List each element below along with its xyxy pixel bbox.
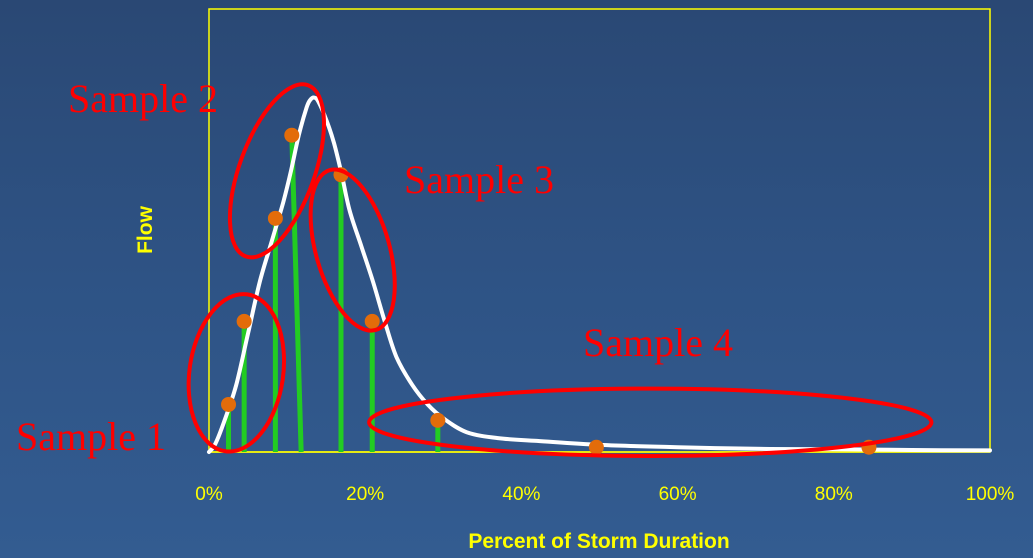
sample-group-label-1: Sample 1	[16, 414, 166, 459]
y-axis-title: Flow	[134, 205, 157, 253]
x-axis-title: Percent of Storm Duration	[468, 530, 729, 553]
x-tick-label: 0%	[195, 484, 223, 505]
x-tick-label: 40%	[502, 484, 540, 505]
sample-group-ellipse-1	[186, 292, 287, 454]
sample-point-8	[588, 439, 604, 455]
sample-point-7	[430, 412, 446, 428]
sample-group-ellipse-4	[367, 386, 934, 458]
plot-frame	[208, 8, 991, 453]
sample-point-6	[364, 313, 380, 329]
x-tick-label: 20%	[346, 484, 384, 505]
flow-curve-layer	[207, 95, 992, 454]
x-tick-label: 80%	[815, 484, 853, 505]
sample-group-label-3: Sample 3	[404, 157, 554, 202]
sample-point-4	[284, 127, 300, 143]
x-tick-label: 100%	[966, 484, 1015, 505]
sample-group-label-2: Sample 2	[68, 76, 218, 121]
sample-groups: Sample 1 Sample 2 Sample 3 Sample 4	[16, 76, 934, 459]
sample-point-2	[236, 313, 252, 329]
sample-group-label-4: Sample 4	[583, 320, 733, 365]
x-tick-label: 60%	[659, 484, 697, 505]
x-tick-labels: 0% 20% 40% 60% 80% 100%	[195, 484, 1014, 505]
sample-point-1	[221, 396, 237, 412]
sample-bar-4	[289, 135, 304, 453]
flow-curve	[207, 95, 992, 454]
sample-point-3	[267, 210, 283, 226]
sample-group-ellipse-3	[308, 167, 397, 333]
sample-group-ellipse-2	[227, 82, 326, 260]
